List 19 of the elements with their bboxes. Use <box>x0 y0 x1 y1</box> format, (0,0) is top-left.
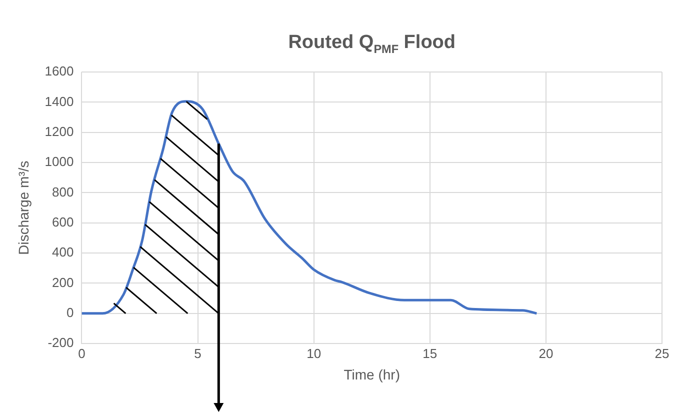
y-tick-label: 200 <box>52 274 74 290</box>
y-tick-label: 1200 <box>44 124 74 139</box>
x-tick-label: 20 <box>538 346 554 361</box>
x-tick-label: 5 <box>194 346 202 361</box>
y-tick-label: 1600 <box>44 64 74 79</box>
y-tick-label: 800 <box>52 184 74 200</box>
y-tick-label: 1000 <box>44 154 74 170</box>
x-tick-label: 10 <box>306 346 322 361</box>
y-tick-label: 0 <box>66 305 74 320</box>
y-tick-label: 400 <box>52 244 74 260</box>
y-axis-title: Discharge m³/s <box>15 160 32 255</box>
y-tick-label: 600 <box>52 214 74 230</box>
line-series <box>82 100 538 315</box>
y-tick-label: 1400 <box>44 94 74 109</box>
x-tick-label: 25 <box>654 346 670 361</box>
x-tick-label: 15 <box>422 346 438 361</box>
x-axis-title: Time (hr) <box>344 366 400 382</box>
y-tick-label: -200 <box>48 335 74 350</box>
x-tick-label: 0 <box>78 346 86 361</box>
